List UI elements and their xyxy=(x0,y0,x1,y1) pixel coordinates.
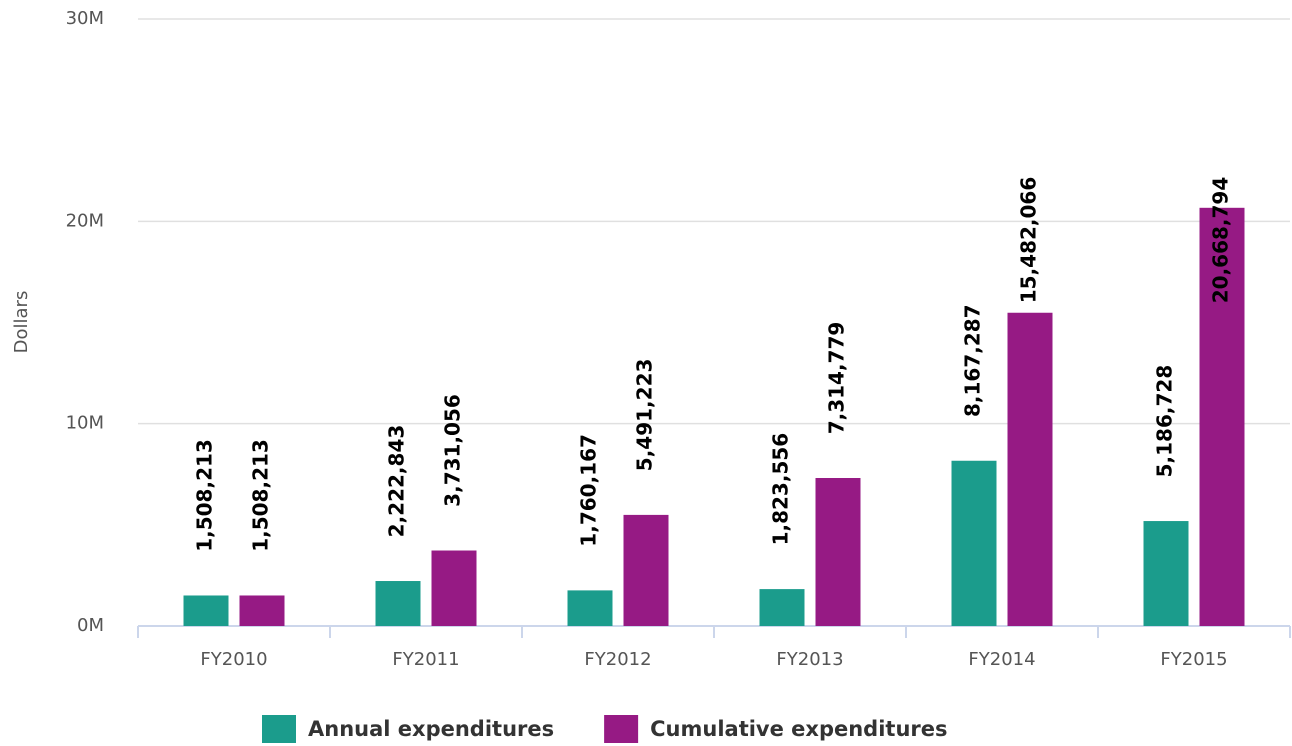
value-label: 5,491,223 xyxy=(633,359,657,472)
legend-label: Cumulative expenditures xyxy=(650,717,947,741)
legend-swatch xyxy=(604,715,639,743)
bar xyxy=(431,550,477,626)
x-tick-label: FY2011 xyxy=(392,649,459,670)
y-tick-label: 10M xyxy=(66,413,104,434)
value-label: 3,731,056 xyxy=(441,394,465,507)
bar xyxy=(815,477,861,626)
bar xyxy=(567,590,613,626)
value-label: 1,823,556 xyxy=(769,433,793,546)
value-label: 1,508,213 xyxy=(249,439,273,552)
bar xyxy=(759,589,805,626)
y-tick-label: 0M xyxy=(77,615,104,636)
bar xyxy=(1143,521,1189,626)
bar xyxy=(239,595,285,626)
legend-label: Annual expenditures xyxy=(308,717,554,741)
bar xyxy=(1007,312,1053,626)
bar xyxy=(1199,207,1245,627)
y-tick-label: 20M xyxy=(66,210,104,231)
value-label: 1,760,167 xyxy=(577,434,601,547)
bar xyxy=(623,514,669,626)
x-tick-label: FY2014 xyxy=(968,649,1035,670)
bar xyxy=(375,581,421,626)
value-label: 8,167,287 xyxy=(961,304,985,417)
value-label: 15,482,066 xyxy=(1017,177,1041,304)
value-label: 1,508,213 xyxy=(193,439,217,552)
x-tick-label: FY2012 xyxy=(584,649,651,670)
value-label: 5,186,728 xyxy=(1153,365,1177,478)
bar xyxy=(951,460,997,626)
value-label: 7,314,779 xyxy=(825,322,849,435)
bar xyxy=(183,595,229,626)
y-axis-label: Dollars xyxy=(11,291,32,354)
value-label: 20,668,794 xyxy=(1209,177,1233,304)
y-tick-label: 30M xyxy=(66,8,104,29)
legend-swatch xyxy=(262,715,296,743)
x-tick-label: FY2013 xyxy=(776,649,843,670)
x-tick-label: FY2015 xyxy=(1160,649,1227,670)
value-label: 2,222,843 xyxy=(385,425,409,538)
x-tick-label: FY2010 xyxy=(200,649,267,670)
